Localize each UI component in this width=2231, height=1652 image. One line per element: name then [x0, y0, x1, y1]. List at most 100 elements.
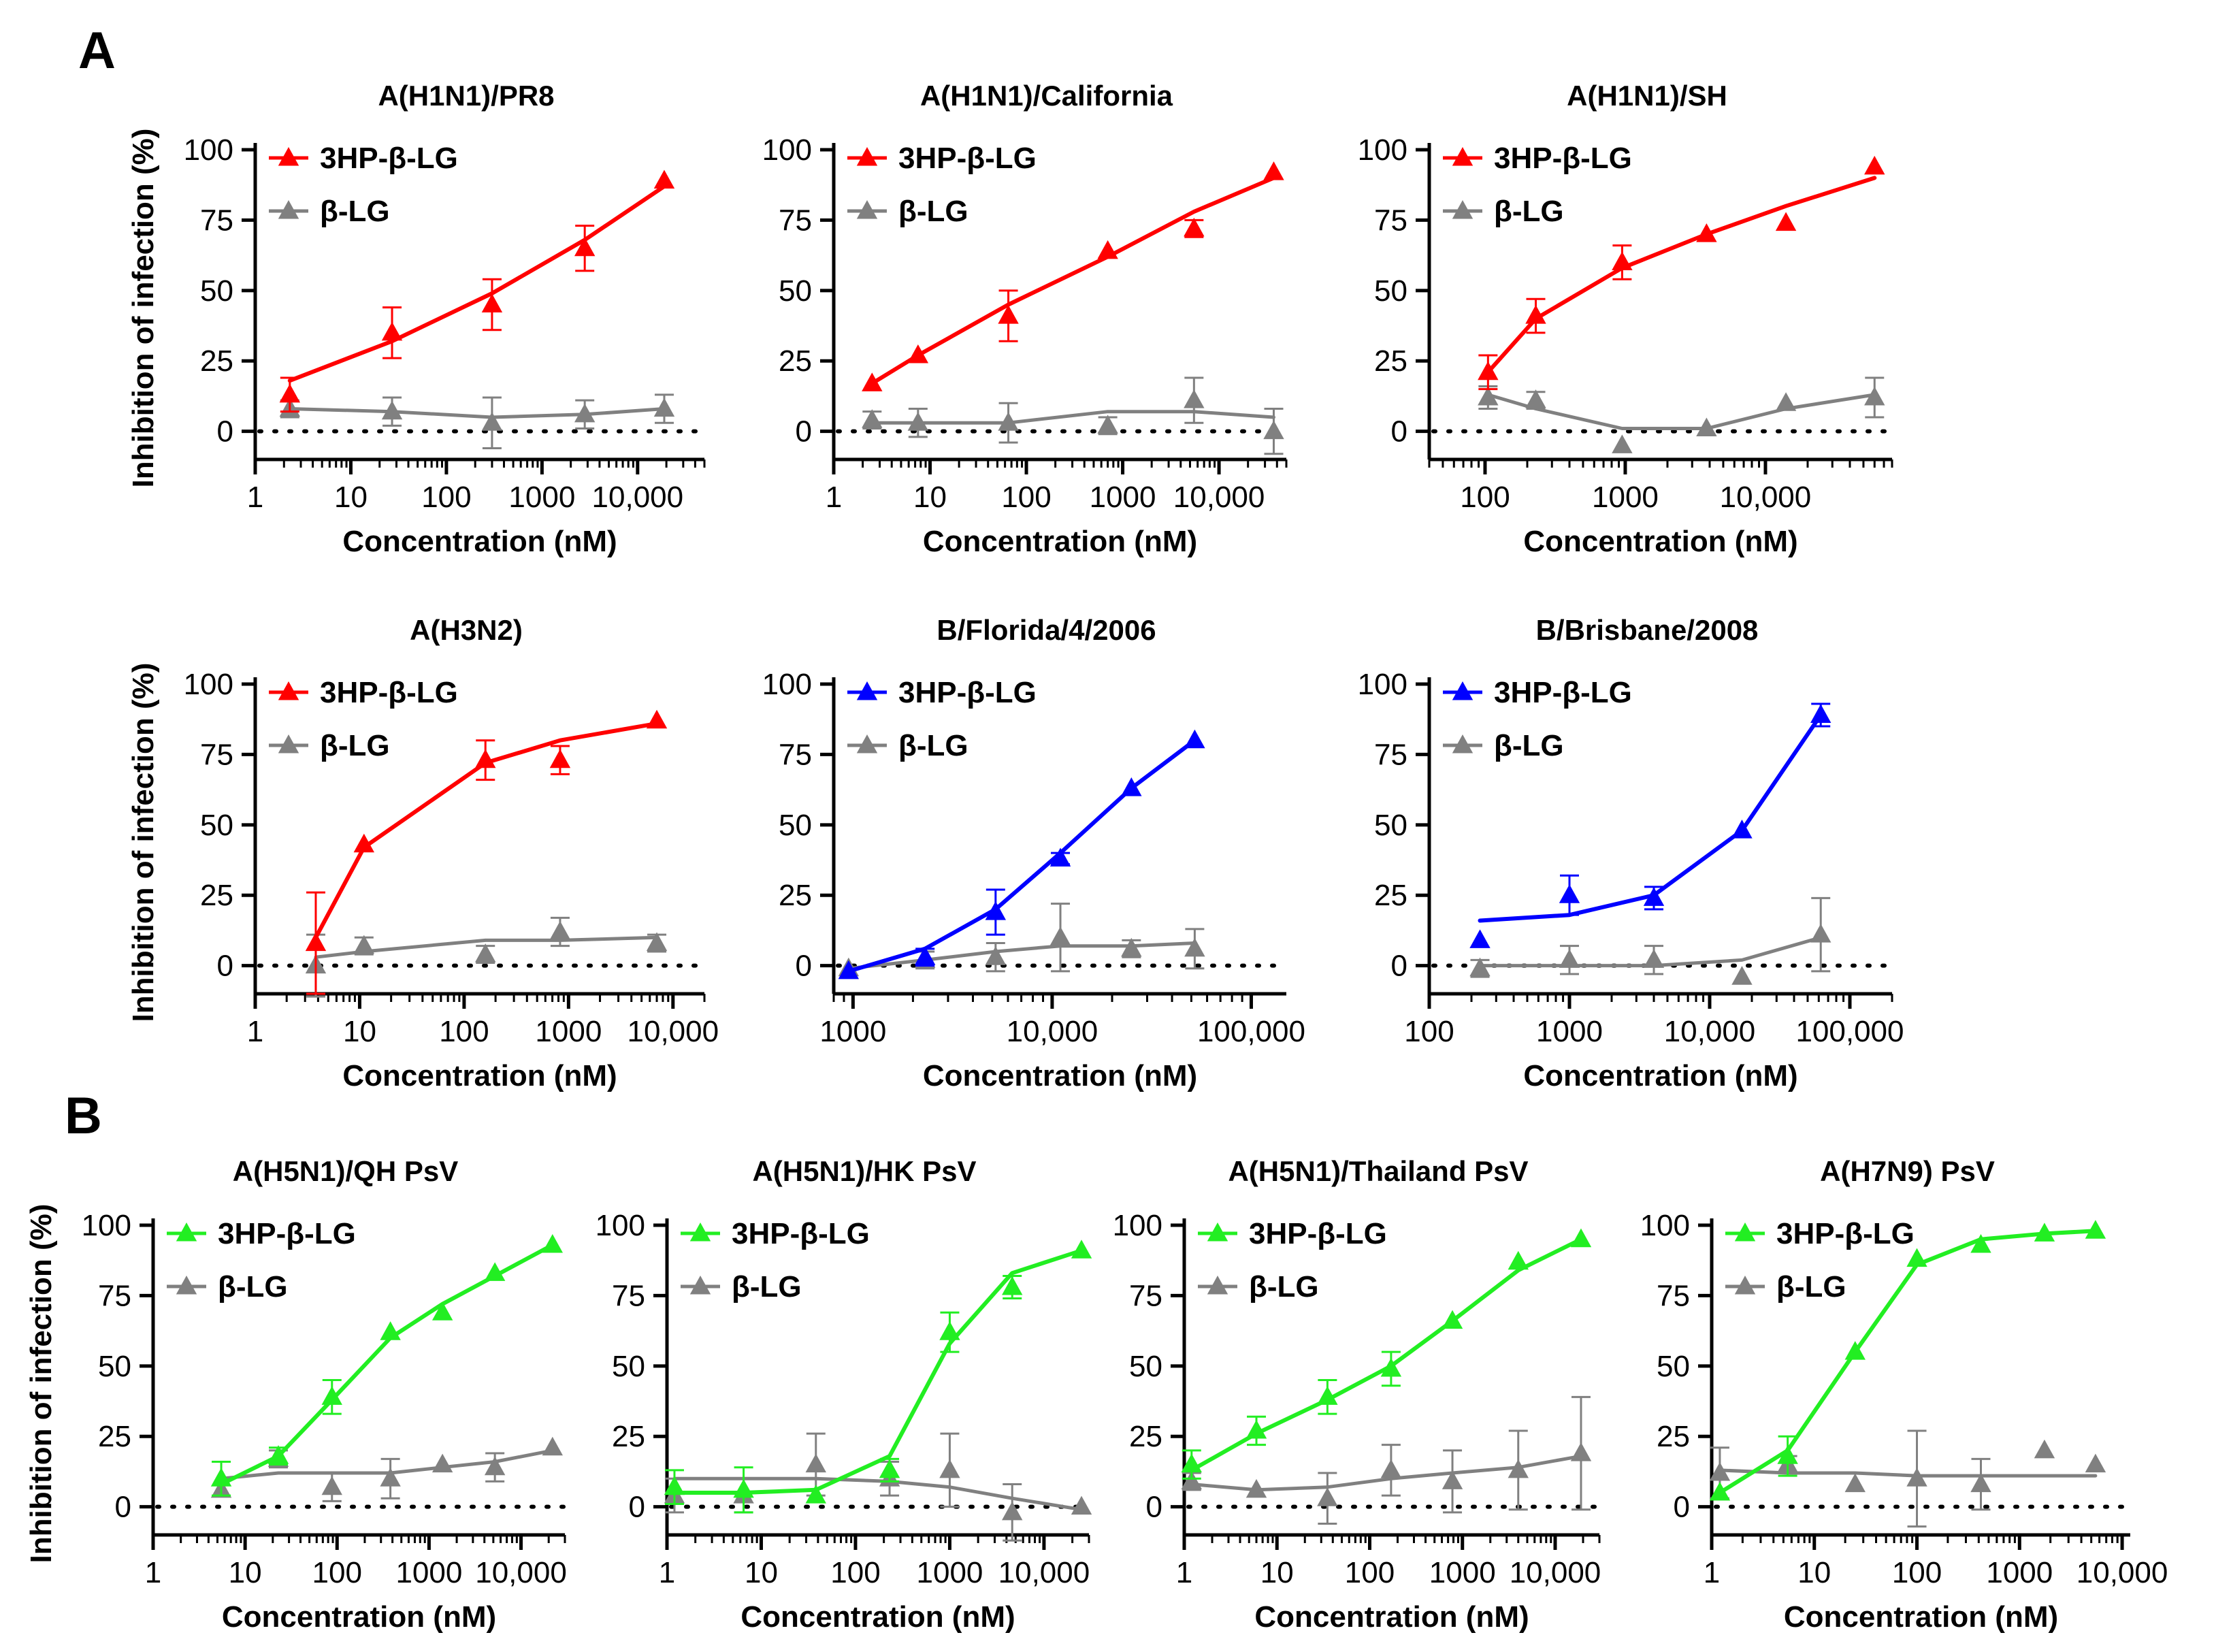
data-point	[1525, 389, 1546, 408]
data-point	[1612, 434, 1633, 453]
chart-5: B/Florida/4/2006 0 25 50 75 100 1000 10,000 100,…	[762, 614, 1305, 1092]
chart-title: A(H5N1)/HK PsV	[752, 1155, 976, 1187]
fit-curve	[288, 407, 666, 419]
y-axis-label: Inhibition of infection (%)	[127, 129, 160, 488]
data-point	[1970, 1473, 1991, 1493]
data-point	[907, 344, 929, 363]
x-tick-label: 1000	[917, 1556, 983, 1589]
series-control	[1709, 1429, 2106, 1528]
data-point	[1844, 1473, 1866, 1493]
data-point	[1864, 155, 1885, 175]
x-tick-label: 10,000	[592, 481, 684, 514]
data-point	[1696, 223, 1717, 242]
legend-label: 3HP-β-LG	[1249, 1217, 1387, 1250]
data-point	[1570, 1228, 1592, 1248]
data-point	[279, 383, 301, 403]
x-tick-label: 1	[826, 481, 842, 514]
data-point	[2085, 1220, 2106, 1239]
fit-curve	[1486, 393, 1876, 430]
x-tick-label: 100,000	[1197, 1015, 1305, 1048]
chart-2: A(H1N1)/California 0 25 50 75 100 1 10 100 1000 10…	[762, 80, 1288, 558]
data-point	[1317, 1487, 1338, 1506]
data-point	[862, 372, 883, 391]
data-point	[1245, 1478, 1267, 1498]
y-tick-label: 50	[612, 1350, 645, 1383]
data-point	[475, 943, 496, 962]
x-axis-label: Concentration (nM)	[923, 525, 1197, 558]
legend-item-treatment: 3HP-β-LG	[269, 676, 458, 709]
data-point	[1570, 1442, 1592, 1461]
data-point	[353, 833, 375, 853]
legend-marker	[856, 681, 878, 700]
x-axis-label: Concentration (nM)	[1254, 1600, 1529, 1634]
chart-1: A(H1N1)/PR8 0 25 50 75 100 1 10 100 1000 10,000 Con…	[127, 80, 706, 558]
data-point	[574, 237, 596, 257]
y-tick-label: 0	[217, 415, 233, 449]
y-tick-label: 100	[1640, 1209, 1690, 1242]
legend-item-control: β-LG	[269, 195, 390, 228]
y-tick-label: 0	[629, 1491, 645, 1524]
legend-marker	[176, 1276, 197, 1295]
legend-marker	[1734, 1276, 1756, 1295]
legend-label: 3HP-β-LG	[320, 142, 458, 175]
legend-item-treatment: 3HP-β-LG	[681, 1217, 870, 1250]
x-tick-label: 1	[145, 1556, 161, 1589]
series-treatment	[1709, 1220, 2106, 1501]
data-point	[664, 1476, 685, 1495]
y-tick-label: 25	[612, 1420, 645, 1453]
data-point	[1970, 1233, 1991, 1253]
x-tick-label: 100	[421, 481, 471, 514]
data-point	[549, 749, 571, 768]
x-tick-label: 100	[1404, 1015, 1454, 1048]
legend-item-control: β-LG	[1443, 195, 1564, 228]
data-point	[907, 412, 929, 431]
legend-label: β-LG	[1494, 195, 1564, 228]
data-point	[1696, 417, 1717, 437]
data-point	[653, 169, 675, 189]
y-tick-label: 75	[1374, 204, 1407, 237]
data-point	[1775, 392, 1797, 411]
x-tick-label: 10,000	[1173, 481, 1265, 514]
x-tick-label: 1000	[1536, 1015, 1603, 1048]
y-tick-label: 100	[1113, 1209, 1162, 1242]
data-point	[1469, 929, 1491, 948]
legend-label: β-LG	[1494, 729, 1564, 762]
legend-item-treatment: 3HP-β-LG	[1725, 1217, 1915, 1250]
y-tick-label: 75	[98, 1279, 131, 1312]
legend-item-treatment: 3HP-β-LG	[269, 142, 458, 175]
x-axis-label: Concentration (nM)	[222, 1600, 496, 1634]
x-tick-label: 10,000	[1720, 481, 1812, 514]
y-tick-label: 0	[1391, 415, 1407, 449]
chart-title: A(H5N1)/Thailand PsV	[1228, 1155, 1528, 1187]
panel-label-a: A	[78, 22, 116, 80]
x-tick-label: 10	[1260, 1556, 1294, 1589]
data-point	[1643, 949, 1665, 968]
legend-marker	[1452, 147, 1473, 166]
y-tick-label: 25	[1374, 344, 1407, 378]
legend-label: 3HP-β-LG	[898, 142, 1037, 175]
chart-3: A(H1N1)/SH 0 25 50 75 100 100 1000 10,000 Concent…	[1358, 80, 1894, 558]
data-point	[1263, 161, 1284, 180]
x-tick-label: 100	[1460, 481, 1510, 514]
chart-8: A(H5N1)/HK PsV 0 25 50 75 100 1 10 100 1000 10,000…	[596, 1155, 1092, 1634]
data-point	[380, 1321, 401, 1340]
series-treatment	[1469, 702, 1831, 948]
series-control	[862, 376, 1284, 455]
y-axis-label: Inhibition of infection (%)	[127, 663, 160, 1022]
y-tick-label: 50	[779, 274, 812, 308]
data-point	[1184, 217, 1205, 237]
x-tick-label: 10	[745, 1556, 778, 1589]
x-tick-label: 1000	[819, 1015, 886, 1048]
series-control	[1181, 1395, 1592, 1525]
data-point	[1071, 1495, 1092, 1515]
data-point	[1121, 777, 1142, 796]
series-treatment	[1181, 1228, 1592, 1480]
data-point	[998, 305, 1019, 324]
data-point	[914, 946, 936, 965]
data-point	[1442, 1470, 1463, 1489]
y-axis-label: Inhibition of infection (%)	[25, 1204, 58, 1564]
data-point	[1097, 415, 1118, 434]
legend-label: 3HP-β-LG	[1494, 676, 1632, 709]
data-point	[484, 1456, 506, 1476]
